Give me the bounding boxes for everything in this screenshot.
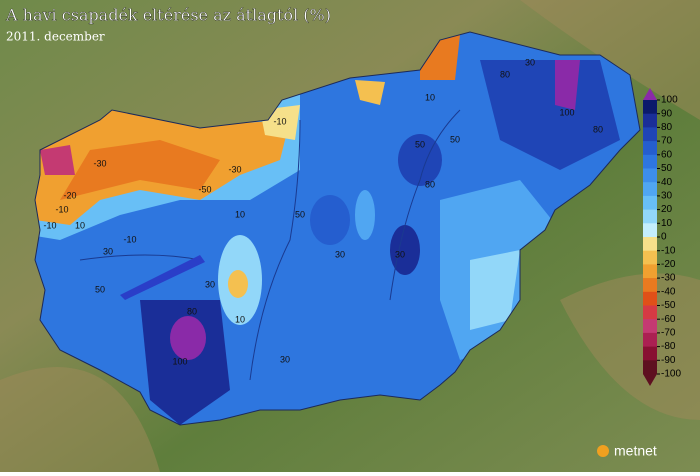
contour-label: -30	[228, 164, 241, 174]
legend-tick-label: -100	[661, 369, 681, 380]
legend-tick-label: -70	[661, 328, 676, 339]
legend-tick-label: 100	[661, 95, 678, 106]
contour-labels: -30 -50 -30 -10 -10 10 -10 10 30 50 30 10 80 100 30 50 3…	[43, 57, 603, 366]
contour-label: 80	[425, 179, 435, 189]
legend-swatch	[643, 278, 657, 293]
contour-label: 50	[295, 209, 305, 219]
contour-label: -10	[43, 220, 56, 230]
legend-tick-label: -20	[661, 259, 676, 270]
contour-label: 30	[395, 249, 405, 259]
legend-under	[643, 374, 657, 386]
legend-swatch	[643, 360, 657, 375]
logo-icon	[597, 445, 609, 457]
contour-label: 10	[425, 92, 435, 102]
legend-tick-label: -90	[661, 355, 676, 366]
legend-swatch	[643, 209, 657, 224]
contour-label: 30	[280, 354, 290, 364]
contour-label: -10	[123, 234, 136, 244]
legend-swatch	[643, 100, 657, 114]
contour-label: 50	[415, 139, 425, 149]
legend: 1009080706050403020100-10-20-30-40-50-60…	[643, 88, 681, 386]
legend-swatch	[643, 154, 657, 169]
map-subtitle: 2011. december	[6, 30, 105, 44]
logo: metnet	[614, 443, 657, 459]
contour-label: -30	[93, 158, 106, 168]
rivers	[79, 109, 461, 381]
contour-label: -10	[273, 116, 286, 126]
contour-label: 30	[103, 246, 113, 256]
legend-tick-label: 50	[661, 163, 673, 174]
map-title: A havi csapadék eltérése az átlagtól (%)	[5, 6, 331, 25]
legend-swatch	[643, 237, 657, 251]
contour-label: -20	[63, 190, 76, 200]
contour-label: 30	[335, 249, 345, 259]
contour-label: 10	[75, 220, 85, 230]
lake-balaton	[120, 255, 205, 300]
legend-tick-label: 70	[661, 136, 673, 147]
legend-swatch	[643, 168, 657, 183]
legend-swatch	[643, 195, 657, 210]
legend-tick-label: 0	[661, 232, 667, 243]
legend-swatch	[643, 332, 657, 347]
contour-label: 10	[235, 314, 245, 324]
legend-tick-label: 30	[661, 191, 673, 202]
contour-label: 100	[559, 107, 574, 117]
legend-tick-label: -10	[661, 245, 676, 256]
legend-tick-label: -50	[661, 300, 676, 311]
legend-tick-label: -60	[661, 314, 676, 325]
contour-label: 50	[95, 284, 105, 294]
legend-swatch	[643, 305, 657, 320]
legend-swatch	[643, 113, 657, 128]
legend-swatch	[643, 291, 657, 306]
legend-tick-label: 80	[661, 122, 673, 133]
contour-label: 50	[450, 134, 460, 144]
contour-label: -50	[198, 184, 211, 194]
legend-tick-label: -30	[661, 273, 676, 284]
legend-tick-label: 60	[661, 149, 673, 160]
legend-swatch	[643, 127, 657, 142]
legend-tick-label: 20	[661, 204, 673, 215]
contour-label: 30	[205, 279, 215, 289]
contour-label: 80	[187, 306, 197, 316]
contour-label: 80	[593, 124, 603, 134]
legend-swatch	[643, 319, 657, 334]
legend-tick-label: -80	[661, 341, 676, 352]
contour-label: 80	[500, 69, 510, 79]
legend-swatch	[643, 223, 657, 238]
contour-label: 30	[525, 57, 535, 67]
legend-tick-label: 90	[661, 108, 673, 119]
legend-swatch	[643, 264, 657, 279]
legend-over	[643, 88, 657, 100]
contour-label: 100	[172, 356, 187, 366]
legend-swatch	[643, 182, 657, 197]
contour-label: 10	[235, 209, 245, 219]
legend-tick-label: -40	[661, 286, 676, 297]
legend-swatch	[643, 346, 657, 361]
legend-tick-label: 10	[661, 218, 673, 229]
legend-swatch	[643, 250, 657, 265]
legend-tick-label: 40	[661, 177, 673, 188]
legend-swatch	[643, 141, 657, 156]
contour-label: -10	[55, 204, 68, 214]
